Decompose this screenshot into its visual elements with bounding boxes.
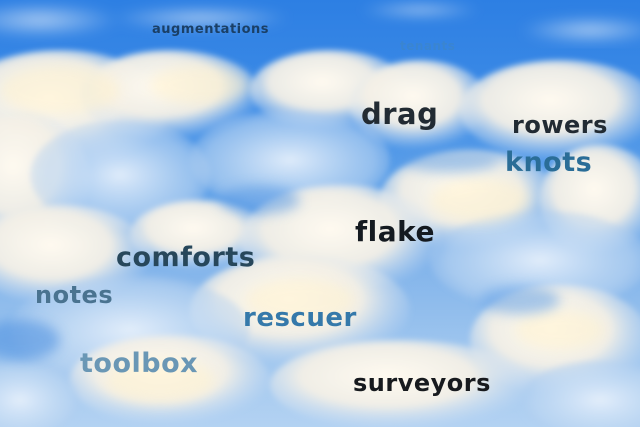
word-knots: knots <box>505 147 593 178</box>
word-comforts: comforts <box>116 242 256 273</box>
word-flake: flake <box>355 215 436 248</box>
word-surveyors: surveyors <box>353 369 491 397</box>
word-toolbox: toolbox <box>80 348 199 379</box>
word-notes: notes <box>35 281 114 309</box>
warm-highlights <box>0 65 605 402</box>
word-rescuer: rescuer <box>243 303 357 333</box>
word-faint: tenants <box>400 39 456 53</box>
word-rowers: rowers <box>512 111 608 139</box>
cloud-band <box>0 50 640 427</box>
blue-gaps <box>0 148 560 360</box>
word-augmentations: augmentations <box>152 22 270 37</box>
word-drag: drag <box>361 97 439 131</box>
top-wisps <box>0 2 640 44</box>
